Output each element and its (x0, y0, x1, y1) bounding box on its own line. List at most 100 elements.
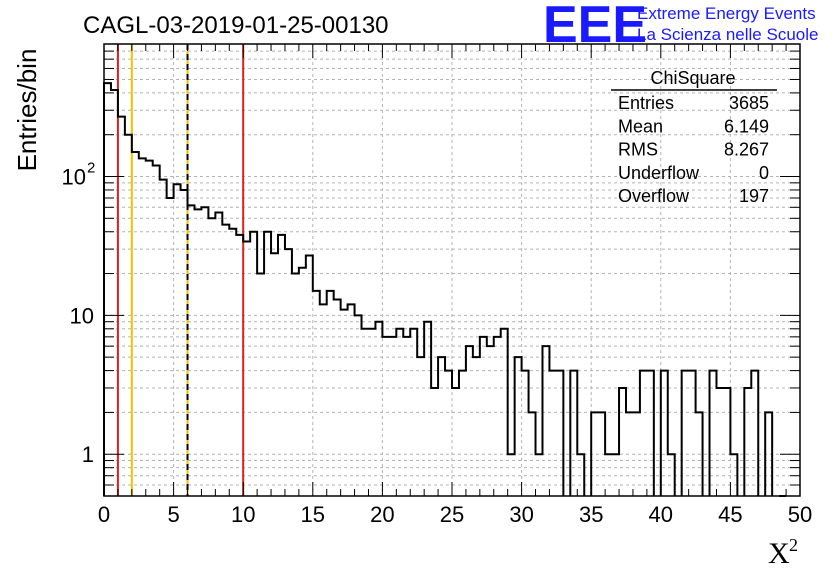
histogram-bin (111, 90, 118, 496)
y-tick-label-exp: 2 (87, 159, 95, 176)
histogram-bin (598, 412, 605, 496)
histogram-bin (417, 357, 424, 496)
histogram-bin (591, 412, 598, 496)
histogram-bin (139, 158, 146, 496)
histogram-bin (577, 454, 584, 496)
histogram-bin (438, 357, 445, 496)
stats-label: RMS (618, 140, 658, 160)
stats-label: Underflow (618, 163, 700, 183)
y-tick-label: 10 (70, 303, 94, 328)
x-tick-labels: 0 5 10 15 20 25 30 35 40 45 50 (98, 502, 812, 527)
histogram-bin (501, 329, 508, 496)
histogram-bin (222, 225, 229, 496)
eee-logo-line2: La Scienza nelle Scuole (637, 25, 818, 44)
histogram-bin (536, 454, 543, 496)
stats-value: 8.267 (724, 140, 769, 160)
histogram-bin (508, 454, 515, 496)
plot-area (104, 44, 800, 496)
histogram-bin (765, 412, 772, 496)
histogram-bin (334, 300, 341, 496)
x-tick-label: 30 (509, 502, 533, 527)
histogram-bin (271, 253, 278, 496)
y-axis-label: Entries/bin (12, 49, 42, 172)
histogram-bin (647, 371, 654, 496)
histogram-bin (529, 412, 536, 496)
stats-value: 197 (739, 186, 769, 206)
x-tick-label: 10 (231, 502, 255, 527)
reference-lines (116, 44, 245, 496)
histogram-bin (696, 412, 703, 496)
x-tick-label: 35 (579, 502, 603, 527)
histogram-bin (306, 255, 313, 496)
histogram-bin (341, 310, 348, 496)
histogram-bin (730, 454, 737, 496)
histogram-bin (605, 454, 612, 496)
histogram-bin (424, 322, 431, 496)
chart-title: CAGL-03-2019-01-25-00130 (83, 12, 389, 39)
histogram-bin (542, 346, 549, 496)
histogram-bin (278, 235, 285, 496)
y-tick-label-base: 10 (62, 164, 86, 189)
stats-box: ChiSquare Entries 3685 Mean 6.149 RMS 8.267 Un… (611, 68, 777, 206)
stats-label: Entries (618, 93, 674, 113)
stats-title: ChiSquare (650, 68, 735, 88)
histogram-bin (313, 291, 320, 496)
x-tick-label: 5 (167, 502, 179, 527)
stats-label: Overflow (618, 186, 690, 206)
histogram-bin (375, 322, 382, 496)
x-axis-label: X 2 (768, 535, 798, 570)
histogram-bin (382, 337, 389, 496)
histogram-bin (250, 232, 257, 496)
histogram-bin (682, 371, 689, 496)
histogram-bin (153, 166, 160, 496)
histogram-bin (459, 371, 466, 496)
histogram-bin (716, 388, 723, 496)
stats-label: Mean (618, 116, 663, 136)
histogram-bin (473, 357, 480, 496)
histogram-bin (348, 304, 355, 496)
histogram-bin (633, 412, 640, 496)
histogram-bin (570, 371, 577, 496)
histogram-bin (480, 337, 487, 496)
histogram-bin (640, 371, 647, 496)
x-tick-label: 25 (440, 502, 464, 527)
histogram-bin (487, 346, 494, 496)
histogram-bin (236, 235, 243, 496)
histogram-bin (125, 135, 132, 496)
histogram-bin (751, 371, 758, 496)
histogram-bin (229, 229, 236, 496)
histogram-bin (132, 152, 139, 496)
histogram-bin (264, 232, 271, 496)
histogram-bin (355, 315, 362, 496)
histogram-bin (403, 337, 410, 496)
histogram-bin (208, 218, 215, 496)
histogram-bin (104, 83, 111, 496)
histogram-bin (396, 329, 403, 496)
histogram-bin (368, 329, 375, 496)
histogram-bin (626, 412, 633, 496)
histogram-bin (320, 304, 327, 496)
histogram-bin (689, 371, 696, 496)
y-tick-label: 1 (82, 442, 94, 467)
x-tick-label: 50 (788, 502, 812, 527)
histogram-bin (612, 454, 619, 496)
plot-frame (103, 43, 801, 497)
histogram-bin (257, 274, 264, 496)
histogram-bin (668, 454, 675, 496)
histogram-bin (494, 337, 501, 496)
x-tick-label: 40 (649, 502, 673, 527)
histogram-bin (466, 346, 473, 496)
x-axis-label-text: X (768, 537, 790, 570)
histogram-bin (723, 388, 730, 496)
histogram-bin (118, 117, 125, 496)
eee-logo: EEE Extreme Energy Events La Scienza nel… (543, 0, 818, 54)
histogram-bin (389, 337, 396, 496)
histogram-bin (174, 184, 181, 496)
histogram-bin (201, 207, 208, 496)
histogram-bin (619, 388, 626, 496)
histogram-bin (181, 190, 188, 496)
histogram-bin (710, 371, 717, 496)
stats-value: 0 (759, 163, 769, 183)
histogram-bin (160, 180, 167, 496)
